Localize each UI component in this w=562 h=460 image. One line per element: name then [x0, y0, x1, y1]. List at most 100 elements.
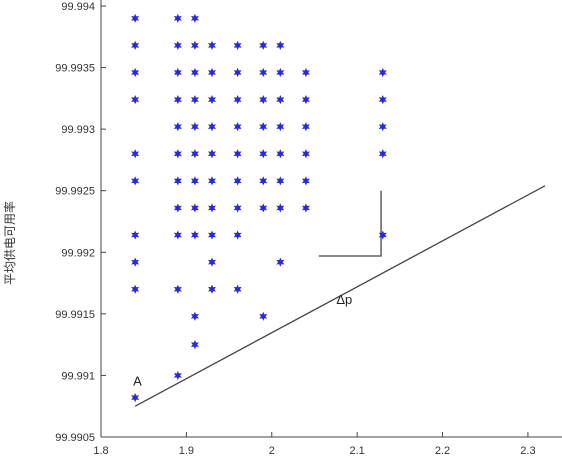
- data-point: [208, 67, 216, 78]
- data-point: [173, 370, 182, 381]
- data-point: [378, 67, 387, 78]
- data-point: [131, 94, 140, 105]
- data-point: [173, 203, 182, 213]
- data-point: [233, 149, 242, 159]
- data-point: [208, 257, 216, 267]
- x-tick-label: 2.2: [435, 445, 450, 457]
- data-point: [276, 149, 285, 159]
- y-tick-label: 99.9935: [55, 63, 95, 75]
- data-point: [208, 230, 216, 240]
- data-point: [131, 149, 140, 159]
- data-point: [173, 122, 182, 132]
- data-point: [190, 67, 199, 78]
- data-point: [131, 13, 140, 23]
- fit-line-group: [134, 185, 546, 407]
- data-point: [276, 122, 285, 132]
- data-point: [301, 122, 310, 132]
- data-point: [208, 94, 216, 105]
- data-point: [301, 67, 310, 78]
- data-point: [276, 257, 285, 267]
- data-point: [276, 203, 285, 213]
- data-point: [301, 149, 310, 159]
- data-point: [276, 94, 285, 105]
- data-point: [131, 40, 140, 51]
- data-point: [259, 149, 268, 159]
- data-point: [276, 40, 285, 51]
- data-point: [301, 176, 310, 186]
- data-point: [131, 176, 140, 186]
- data-point: [208, 176, 216, 186]
- data-point: [173, 94, 182, 105]
- data-point: [301, 203, 310, 213]
- data-point: [190, 40, 199, 51]
- data-point: [131, 230, 140, 240]
- fit-line: [134, 185, 546, 407]
- data-point: [190, 230, 199, 240]
- data-point: [208, 122, 216, 132]
- data-point: [378, 230, 387, 240]
- data-point: [276, 67, 285, 78]
- data-point: [190, 176, 199, 186]
- data-point: [208, 203, 216, 213]
- data-point: [259, 122, 268, 132]
- data-point: [233, 176, 242, 186]
- data-point: [259, 176, 268, 186]
- y-tick-label: 99.9915: [55, 309, 95, 321]
- data-point: [259, 67, 268, 78]
- data-point: [190, 149, 199, 159]
- data-point: [173, 284, 182, 294]
- data-point: [259, 203, 268, 213]
- data-point: [259, 40, 268, 51]
- data-point: [378, 122, 387, 132]
- data-point: [259, 94, 268, 105]
- y-tick-label: 99.9925: [55, 186, 95, 198]
- y-ticks: 99.994 99.9935 99.993 99.9925 99.992 99.9915 9…: [55, 1, 106, 444]
- data-point: [173, 40, 182, 51]
- y-tick-label: 99.9905: [55, 432, 95, 444]
- delta-label: Δp: [336, 292, 352, 307]
- x-tick-label: 1.9: [179, 445, 194, 457]
- delta-triangle: [318, 190, 382, 257]
- data-point: [233, 203, 242, 213]
- x-tick-label: 2.1: [350, 445, 365, 457]
- data-point: [208, 40, 216, 51]
- y-tick-label: 99.993: [61, 124, 95, 136]
- data-point: [131, 67, 140, 78]
- data-point: [190, 311, 199, 321]
- y-tick-label: 99.992: [61, 247, 95, 259]
- y-axis-title: 平均供电可用率: [2, 201, 17, 285]
- data-point: [233, 284, 242, 294]
- delta-bracket: [318, 190, 382, 257]
- data-point: [233, 94, 242, 105]
- data-point: [378, 94, 387, 105]
- axes: [100, 0, 562, 438]
- data-point: [190, 13, 199, 23]
- data-point: [233, 40, 242, 51]
- data-point: [276, 176, 285, 186]
- data-point: [190, 122, 199, 132]
- data-point: [233, 122, 242, 132]
- data-point: [208, 284, 216, 294]
- data-point: [131, 257, 140, 267]
- data-point: [190, 94, 199, 105]
- data-point: [131, 284, 140, 294]
- x-tick-label: 1.8: [93, 445, 108, 457]
- data-points: [131, 13, 387, 403]
- x-ticks: 1.8 1.9 2 2.1 2.2 2.3: [93, 432, 536, 457]
- data-point: [173, 149, 182, 159]
- y-tick-label: 99.991: [61, 370, 95, 382]
- data-point: [173, 67, 182, 78]
- y-tick-label: 99.994: [61, 1, 95, 13]
- data-point: [173, 13, 182, 23]
- data-point: [378, 149, 387, 159]
- x-tick-label: 2.3: [520, 445, 535, 457]
- data-point: [259, 311, 268, 321]
- x-tick-label: 2: [269, 445, 275, 457]
- data-point: [173, 230, 182, 240]
- data-point: [190, 203, 199, 213]
- data-point: [233, 67, 242, 78]
- data-point: [173, 176, 182, 186]
- data-point: [208, 149, 216, 159]
- data-point: [233, 230, 242, 240]
